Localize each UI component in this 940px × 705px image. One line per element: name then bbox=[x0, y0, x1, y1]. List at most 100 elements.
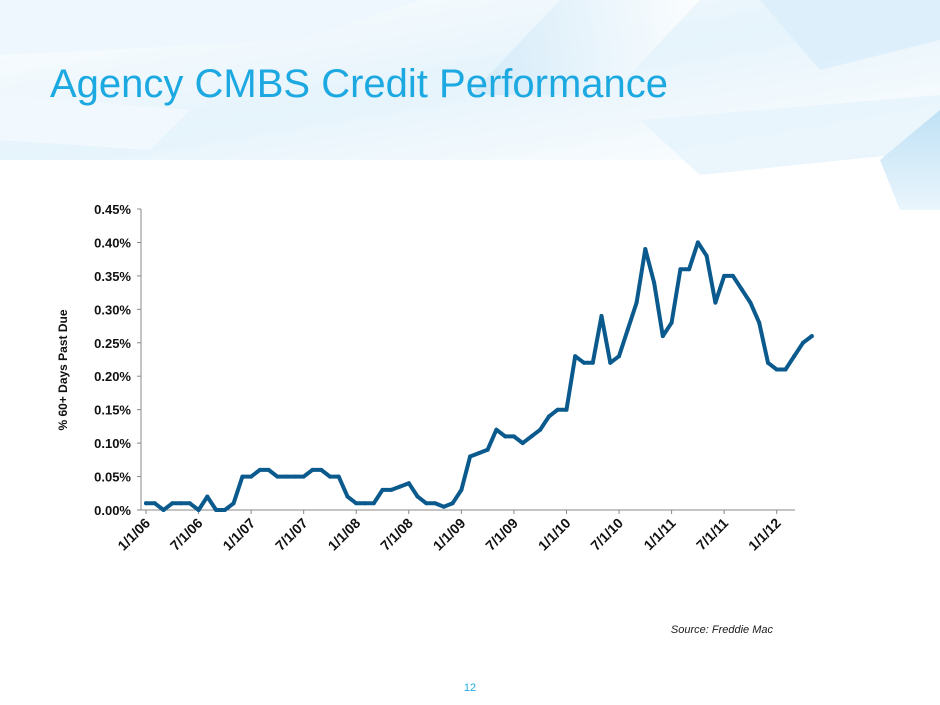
data-point bbox=[406, 481, 411, 486]
data-point bbox=[564, 407, 569, 412]
y-tick-label: 0.15% bbox=[94, 403, 131, 418]
data-point bbox=[485, 447, 490, 452]
x-tick-label: 7/1/06 bbox=[167, 515, 206, 554]
data-point bbox=[476, 451, 481, 456]
data-point bbox=[634, 300, 639, 305]
data-point bbox=[187, 501, 192, 506]
data-point bbox=[310, 467, 315, 472]
data-point bbox=[652, 280, 657, 285]
slide-title: Agency CMBS Credit Performance bbox=[50, 62, 669, 106]
x-tick-label: 1/1/12 bbox=[745, 515, 784, 554]
data-point bbox=[748, 300, 753, 305]
data-point bbox=[730, 273, 735, 278]
data-point bbox=[257, 467, 262, 472]
y-tick-label: 0.30% bbox=[94, 302, 131, 317]
data-point bbox=[205, 494, 210, 499]
y-tick-label: 0.10% bbox=[94, 436, 131, 451]
source-note: Source: Freddie Mac bbox=[670, 624, 773, 636]
data-point bbox=[590, 360, 595, 365]
data-point bbox=[757, 320, 762, 325]
data-point bbox=[144, 501, 148, 506]
data-point bbox=[625, 327, 630, 332]
x-tick-label: 1/1/06 bbox=[114, 515, 153, 554]
data-point bbox=[354, 501, 359, 506]
data-point bbox=[643, 247, 648, 252]
data-point bbox=[398, 484, 402, 489]
data-point bbox=[494, 427, 499, 432]
data-point bbox=[450, 501, 455, 506]
data-point bbox=[660, 334, 665, 339]
data-point bbox=[441, 504, 446, 509]
data-point bbox=[301, 474, 306, 479]
data-point bbox=[687, 267, 692, 272]
y-tick-label: 0.00% bbox=[94, 503, 131, 518]
data-point bbox=[424, 501, 429, 506]
data-point bbox=[503, 434, 508, 439]
y-tick-label: 0.25% bbox=[94, 336, 131, 351]
data-point bbox=[582, 360, 586, 365]
data-point bbox=[608, 360, 613, 365]
data-point bbox=[328, 474, 332, 479]
data-point bbox=[433, 501, 438, 506]
y-tick-label: 0.45% bbox=[94, 202, 131, 217]
data-point bbox=[783, 367, 788, 372]
data-point bbox=[222, 508, 227, 512]
data-point bbox=[713, 300, 718, 305]
data-point bbox=[617, 354, 621, 359]
data-point bbox=[792, 354, 797, 359]
data-point bbox=[161, 508, 166, 512]
series-line bbox=[144, 240, 814, 512]
data-point bbox=[179, 501, 183, 506]
data-point bbox=[214, 508, 219, 512]
data-point bbox=[249, 474, 254, 479]
data-point bbox=[739, 287, 744, 292]
y-axis-label: % 60+ Days Past Due bbox=[56, 309, 70, 430]
data-point bbox=[766, 360, 770, 365]
data-point bbox=[573, 354, 578, 359]
data-point bbox=[529, 434, 534, 439]
data-point bbox=[284, 474, 289, 479]
data-point bbox=[345, 494, 350, 499]
x-tick-label: 1/1/10 bbox=[535, 515, 574, 554]
x-tick-label: 1/1/09 bbox=[430, 515, 469, 554]
data-point bbox=[266, 467, 271, 472]
y-tick-label: 0.05% bbox=[94, 470, 131, 485]
data-point bbox=[722, 273, 727, 278]
x-tick-label: 1/1/07 bbox=[219, 515, 258, 554]
x-tick-label: 1/1/11 bbox=[640, 515, 678, 553]
y-tick-label: 0.35% bbox=[94, 269, 131, 284]
data-point bbox=[468, 454, 473, 459]
data-point bbox=[459, 487, 464, 492]
data-point bbox=[695, 240, 700, 245]
data-point bbox=[809, 334, 814, 339]
data-point bbox=[170, 501, 175, 506]
data-point bbox=[152, 501, 157, 506]
data-point bbox=[363, 501, 367, 506]
data-point bbox=[380, 487, 385, 492]
data-point bbox=[669, 320, 674, 325]
data-point bbox=[371, 501, 376, 506]
data-point bbox=[319, 467, 324, 472]
x-tick-label: 1/1/08 bbox=[325, 515, 364, 554]
data-point bbox=[547, 414, 551, 419]
x-tick-label: 7/1/10 bbox=[587, 515, 626, 554]
data-point bbox=[231, 501, 236, 506]
data-point bbox=[511, 434, 516, 439]
page-number: 12 bbox=[463, 682, 477, 694]
data-point bbox=[678, 267, 683, 272]
data-point bbox=[275, 474, 280, 479]
data-point bbox=[336, 474, 341, 479]
data-point bbox=[599, 314, 604, 318]
y-tick-label: 0.20% bbox=[94, 369, 131, 384]
data-point bbox=[415, 494, 420, 499]
x-tick-label: 7/1/08 bbox=[377, 515, 416, 554]
x-tick-label: 7/1/09 bbox=[482, 515, 521, 554]
data-point bbox=[240, 474, 245, 479]
data-point bbox=[389, 487, 394, 492]
data-point bbox=[774, 367, 779, 372]
y-tick-label: 0.40% bbox=[94, 235, 131, 250]
data-point bbox=[196, 508, 201, 512]
data-point bbox=[555, 407, 560, 412]
